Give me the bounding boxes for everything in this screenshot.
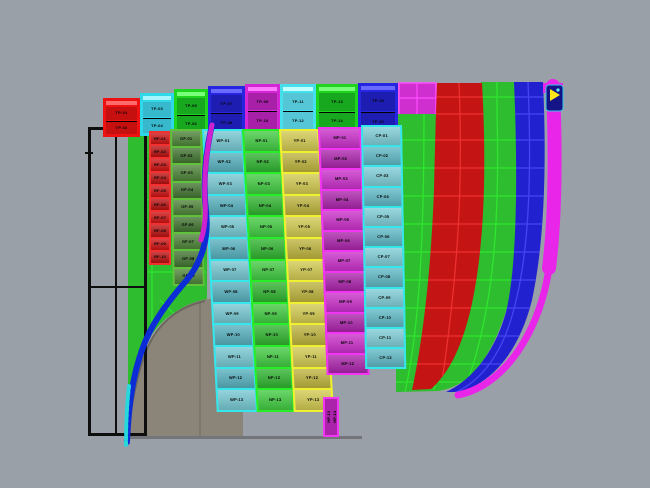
panel-id-label: RF-08 <box>153 227 167 233</box>
top-panel-box[interactable]: TP-11 TP-12 <box>280 84 316 132</box>
box-top-face <box>211 89 242 93</box>
bottom-shadow <box>130 436 362 439</box>
panel-id-label: RF-10 <box>153 254 167 260</box>
box-cell[interactable]: TP-05 <box>177 98 205 114</box>
seam-curve-blue[interactable] <box>124 122 215 445</box>
box-cell[interactable]: TP-12 <box>283 111 313 129</box>
surface-panel[interactable]: RF-07 <box>149 210 171 226</box>
box-cell[interactable]: TP-03 <box>143 102 171 117</box>
panel-id-label: TP-09 <box>256 98 269 104</box>
elevation-level-line <box>91 286 144 288</box>
panel-id-label: TP-03 <box>151 106 163 112</box>
box-cell[interactable]: TP-04 <box>143 117 171 133</box>
panel-id-label: TP-04 <box>151 122 163 128</box>
panel-id-label: TP-15 <box>372 98 384 104</box>
box-cell[interactable]: TP-10 <box>248 111 277 129</box>
box-cell[interactable]: TP-09 <box>248 93 277 110</box>
top-panel-box[interactable]: TP-03 TP-04 <box>140 93 174 136</box>
box-cell[interactable]: TP-15 <box>361 92 395 111</box>
panel-id-label: TP-13 <box>331 98 343 104</box>
panel-id-label: TP-05 <box>185 103 197 108</box>
top-panel-box[interactable]: TP-07 TP-08 <box>208 86 245 134</box>
panel-id-label: RF-01 <box>153 135 167 141</box>
surface-magenta-top-box[interactable] <box>398 82 437 116</box>
panel-id-label: RF-03 <box>153 161 167 167</box>
surface-panel[interactable]: RF-06 <box>149 196 171 213</box>
panel-id-label: TP-10 <box>256 117 269 123</box>
panel-id-label: RF-02 <box>153 148 167 154</box>
panel-id-label: TP-11 <box>292 98 304 104</box>
box-top-face <box>361 86 395 90</box>
panel-id-label: TP-06 <box>185 121 197 126</box>
box-cell[interactable]: TP-06 <box>177 115 205 132</box>
panel-id-label: TP-02 <box>115 124 128 130</box>
panel-id-label: TP-01 <box>115 110 128 116</box>
seam-curve-magenta[interactable] <box>198 122 215 243</box>
box-cell[interactable]: TP-07 <box>211 95 242 112</box>
seam-curve-cyan-dashed[interactable] <box>124 384 131 448</box>
surface-panel[interactable]: RF-09 <box>149 236 171 252</box>
box-top-face <box>319 87 355 91</box>
panel-id-label: TP-08 <box>220 119 233 125</box>
box-cell[interactable]: TP-13 <box>319 93 355 111</box>
magenta-bottom-strip[interactable]: MP-13 MP-14 <box>323 397 339 437</box>
box-top-face <box>283 87 313 91</box>
elevation-tick <box>85 152 93 154</box>
elevation-divider <box>115 130 117 433</box>
box-cell[interactable]: TP-14 <box>319 111 355 130</box>
top-panel-box[interactable]: TP-01 TP-02 <box>103 98 140 137</box>
panel-id-label: TP-12 <box>292 117 304 123</box>
box-cell[interactable]: TP-11 <box>283 93 313 110</box>
box-top-face <box>248 87 277 91</box>
panel-id-label: RF-04 <box>153 175 167 181</box>
panel-id-label: RF-05 <box>153 188 167 194</box>
panel-id-label: RF-07 <box>153 214 167 220</box>
panel-id-label: RF-06 <box>153 201 167 207</box>
panel-id-label: TP-07 <box>220 100 233 106</box>
panel-id-label: TP-16 <box>372 118 384 124</box>
rotation-widget-icon[interactable] <box>545 84 564 112</box>
box-top-face <box>177 92 205 96</box>
box-cell[interactable]: TP-02 <box>106 120 137 134</box>
top-panel-box[interactable]: TP-09 TP-10 <box>245 84 280 132</box>
surface-panel[interactable]: RF-10 <box>149 249 171 265</box>
top-panel-box[interactable]: TP-05 TP-06 <box>174 89 208 135</box>
top-panel-box[interactable]: TP-13 TP-14 <box>316 84 358 133</box>
panel-id-label: TP-14 <box>331 118 343 124</box>
panel-id-label: RF-09 <box>153 241 167 247</box>
box-top-face <box>143 96 171 100</box>
box-cell[interactable]: TP-01 <box>106 107 137 120</box>
panel-column-red-fin: RF-01 RF-02 RF-03 RF-04 RF-05 RF-06 RF-07 RF-08… <box>149 131 171 283</box>
box-cell[interactable]: TP-08 <box>211 113 242 131</box>
box-top-face <box>106 101 137 105</box>
